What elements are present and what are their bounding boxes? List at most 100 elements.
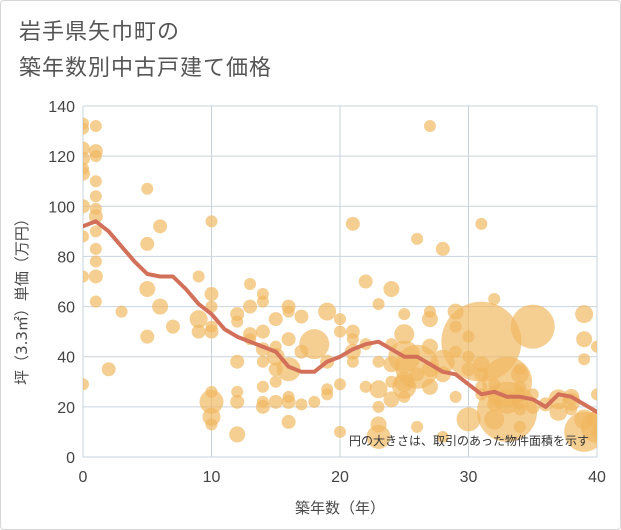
bubble-point (488, 293, 501, 306)
bubble-point (266, 347, 285, 366)
bubble-point (394, 371, 415, 392)
bubble-point (140, 236, 155, 251)
bubble-point (574, 409, 595, 430)
bubble-point (83, 122, 89, 135)
bubble-point (462, 350, 475, 363)
bubble-point (462, 330, 475, 343)
bubble-point (269, 375, 282, 388)
bubble-point (276, 357, 301, 382)
x-axis-title: 築年数（年） (295, 499, 385, 517)
bubble-point (461, 362, 476, 377)
bubble-point (89, 242, 102, 255)
chart-title-line2: 築年数別中古戸建て価格 (19, 56, 273, 81)
bubble-point (152, 298, 169, 315)
bubble-point (359, 380, 372, 393)
bubble-point (268, 312, 283, 327)
bubble-point (398, 308, 411, 321)
bubble-point (192, 270, 205, 283)
bubble-point (549, 402, 568, 421)
bubble-point (244, 278, 257, 291)
bubble-point (83, 270, 89, 283)
chart-title-line1: 岩手県矢巾町の (19, 20, 181, 45)
axis-ticks: 0 20 40 60 80 100 120 140 0 10 20 30 40 (48, 99, 606, 486)
y-tick-label: 40 (57, 350, 75, 367)
bubble-point (334, 313, 346, 326)
bubble-point (205, 320, 218, 333)
bubble-point (398, 390, 411, 403)
bubble-point (346, 333, 359, 346)
bubble-point (268, 362, 283, 377)
bubble-point (153, 219, 168, 234)
bubble-point (421, 378, 438, 395)
bubble-point (256, 355, 269, 368)
bubble-point (513, 420, 526, 433)
bubble-point (591, 388, 597, 401)
bubble-point (321, 388, 334, 401)
bubble-point (255, 324, 270, 339)
bubble-point (436, 430, 449, 443)
bubble-point (372, 355, 385, 368)
bubble-point (141, 182, 154, 195)
bubble-point (243, 299, 258, 314)
bubble-point (449, 390, 462, 403)
bubble-point (231, 315, 244, 328)
y-tick-label: 100 (48, 199, 75, 216)
bubble-point (474, 367, 489, 382)
bubble-point (281, 414, 296, 429)
trend-series (83, 219, 597, 414)
chart-title: 岩手県矢巾町の 築年数別中古戸建て価格 (19, 15, 272, 87)
bubble-point (89, 190, 102, 203)
bubble-point (89, 225, 102, 238)
bubble-point (447, 303, 464, 320)
bubble-point (83, 378, 89, 391)
bubble-point (591, 425, 597, 438)
y-tick-label: 20 (57, 400, 75, 417)
bubble-point (578, 353, 591, 366)
bubble-point (88, 269, 103, 284)
x-tick-label: 0 (79, 469, 88, 486)
bubble-point (204, 287, 219, 302)
bubble-point (510, 304, 555, 349)
bubble-point (372, 400, 385, 413)
bubble-point (295, 398, 308, 411)
y-tick-label: 0 (66, 450, 75, 467)
bubble-point (385, 375, 398, 388)
bubble-point (165, 319, 180, 334)
y-tick-label: 60 (57, 300, 75, 317)
bubble-point (139, 281, 156, 298)
bubble-point (423, 305, 436, 318)
bubble-size-note: 円の大きさは、取引のあった物件面積を示す (349, 433, 589, 448)
bubble-point (484, 409, 505, 430)
bubble-point (366, 424, 391, 449)
bubble-point (140, 329, 155, 344)
bubble-point (89, 202, 102, 215)
bubble-point (282, 305, 295, 318)
bubble-point (115, 305, 128, 318)
bubble-point (205, 418, 218, 431)
bubble-point (435, 241, 450, 256)
bubble-point (256, 380, 269, 393)
grid-lines (82, 105, 598, 458)
bubble-point (256, 295, 269, 308)
bubble-point (89, 150, 102, 163)
bubble-point (89, 120, 102, 133)
bubble-point (334, 325, 346, 338)
bubble-point (199, 389, 224, 414)
bubble-point (101, 362, 116, 377)
bubble-point (89, 175, 102, 188)
bubble-series (83, 117, 597, 452)
y-tick-label: 140 (48, 99, 75, 116)
bubble-point (83, 151, 90, 166)
bubble-point (83, 230, 89, 243)
bubble-point (358, 274, 373, 289)
bubble-point (229, 426, 246, 443)
x-tick-label: 10 (203, 469, 221, 486)
y-tick-label: 120 (48, 149, 75, 166)
bubble-point (256, 395, 269, 408)
trend-line (83, 219, 597, 414)
bubble-point (591, 340, 597, 353)
bubble-point (513, 363, 526, 376)
bubble-point (281, 332, 296, 347)
y-axis-title: 坪（3.3㎡）単価（万円） (13, 211, 31, 385)
bubble-point (488, 378, 501, 391)
